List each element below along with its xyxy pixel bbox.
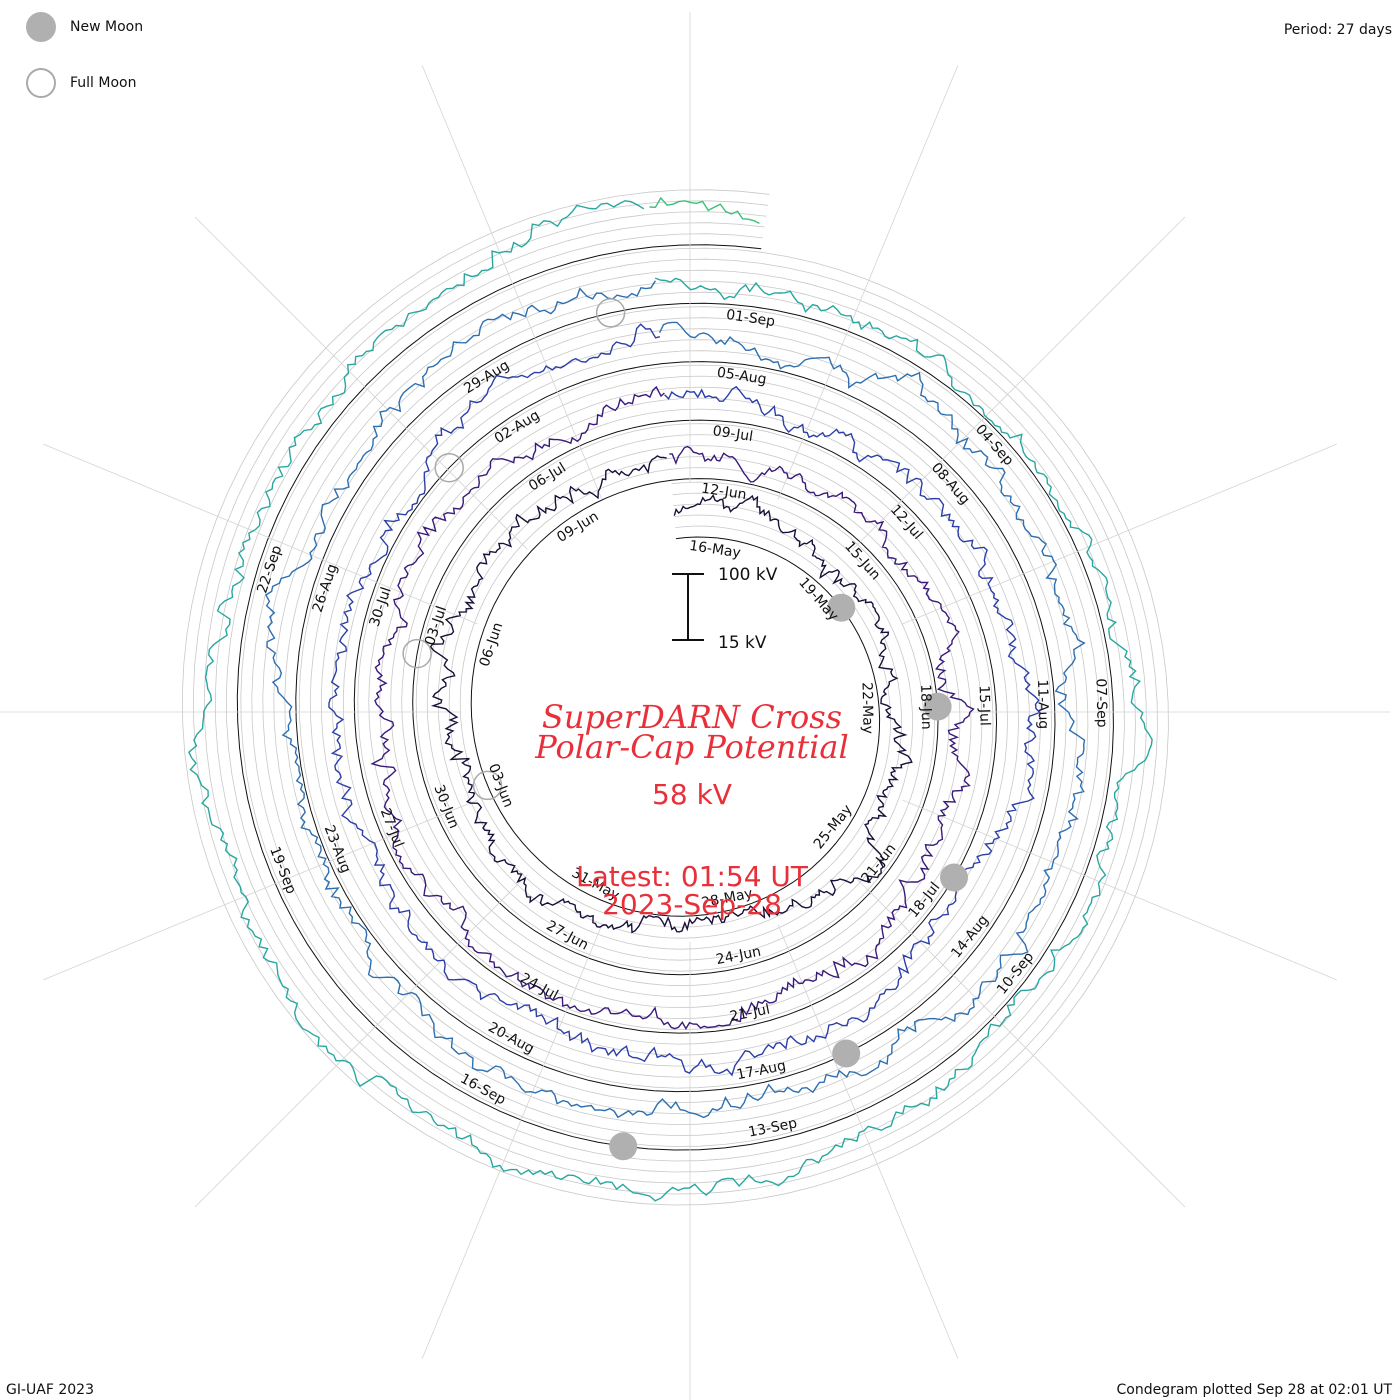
new-moon-marker-0 [827, 593, 856, 622]
scale-top-label: 100 kV [718, 565, 778, 585]
full-moon-icon [26, 68, 56, 98]
grid-spoke [777, 924, 959, 1359]
new-moon-marker-6 [832, 1039, 861, 1068]
full-moon-marker-1 [472, 770, 503, 801]
grid-layer [0, 12, 1390, 1400]
grid-spoke [43, 799, 478, 981]
date-label-18: 09-Jul [712, 423, 755, 445]
footer-credit: GI-UAF 2023 [6, 1382, 94, 1398]
grid-spiral [236, 244, 1114, 1151]
potential-trace-turn-1 [429, 455, 913, 934]
grid-spoke [902, 799, 1337, 981]
chart-title-line1: SuperDARN Cross [542, 698, 842, 736]
date-label-43: 22-Sep [254, 543, 285, 595]
date-label-36: 01-Sep [725, 307, 776, 330]
date-label-27: 05-Aug [716, 365, 768, 388]
scale-bottom-label: 15 kV [718, 633, 767, 653]
grid-spoke [421, 65, 603, 500]
date-label-14: 27-Jun [543, 918, 591, 954]
potential-trace-turn-6 [649, 196, 760, 225]
date-label-9: 12-Jun [700, 481, 747, 504]
scale-bar: 100 kV 15 kV [672, 565, 778, 653]
full-moon-marker-5 [434, 452, 464, 483]
date-label-19: 12-Jul [887, 502, 926, 543]
moon-layer [402, 298, 968, 1161]
date-label-38: 07-Sep [1093, 678, 1110, 728]
new-moon-marker-4 [940, 863, 968, 892]
latest-date: 2023-Sep-28 [602, 888, 782, 921]
trace-layer [188, 196, 1153, 1202]
potential-trace-turn-3 [328, 323, 1042, 1077]
grid-spiral [225, 233, 1125, 1162]
full-moon-marker-3 [402, 638, 432, 669]
full-moon-marker-7 [595, 298, 626, 328]
potential-trace-turn-2 [370, 385, 975, 1030]
date-label-6: 03-Jun [485, 761, 516, 809]
date-label-7: 06-Jun [477, 620, 507, 668]
new-moon-marker-2 [923, 692, 952, 721]
date-label-8: 09-Jun [554, 509, 601, 546]
date-label-22: 21-Jul [728, 1001, 771, 1025]
new-moon-icon [26, 12, 56, 42]
footer-plotted-time: Condegram plotted Sep 28 at 02:01 UT [1116, 1382, 1392, 1398]
date-label-0: 16-May [688, 538, 742, 562]
grid-spoke [194, 216, 528, 550]
date-label-23: 24-Jul [517, 970, 560, 1004]
date-label-15: 30-Jun [430, 783, 461, 831]
date-label-33: 23-Aug [321, 823, 354, 875]
latest-time: Latest: 01:54 UT [576, 860, 809, 893]
potential-trace-turn-5 [188, 200, 1153, 1202]
date-label-20: 15-Jul [976, 685, 993, 726]
date-label-24: 27-Jul [377, 806, 407, 850]
grid-spoke [902, 443, 1337, 625]
period-label: Period: 27 days [1283, 22, 1392, 38]
chart-title-line2: Polar-Cap Potential [534, 728, 848, 766]
grid-spoke [194, 874, 528, 1208]
date-label-11: 18-Jun [917, 684, 934, 730]
legend-full-moon: Full Moon [26, 68, 136, 98]
date-label-34: 26-Aug [310, 562, 341, 614]
grid-spoke [777, 65, 959, 500]
legend-new-moon-label: New Moon [70, 19, 144, 35]
date-label-2: 22-May [859, 682, 876, 734]
date-label-21: 18-Jul [906, 879, 944, 921]
legend-full-moon-label: Full Moon [70, 75, 137, 91]
grid-spiral [203, 211, 1147, 1184]
grid-spoke [852, 216, 1186, 550]
grid-spoke [852, 874, 1186, 1208]
date-label-42: 19-Sep [266, 845, 299, 897]
grid-spiral [181, 189, 1169, 1206]
grid-spiral [214, 222, 1136, 1173]
current-value: 58 kV [652, 778, 732, 811]
new-moon-marker-8 [609, 1132, 638, 1161]
date-label-10: 15-Jun [841, 539, 883, 584]
grid-spiral [192, 200, 1158, 1195]
grid-spoke [43, 443, 478, 625]
grid-spoke [421, 924, 603, 1359]
legend-new-moon: New Moon [26, 12, 143, 42]
date-label-17: 06-Jul [526, 460, 569, 495]
potential-trace-turn-4 [264, 280, 1086, 1119]
date-label-29: 11-Aug [1034, 679, 1051, 729]
